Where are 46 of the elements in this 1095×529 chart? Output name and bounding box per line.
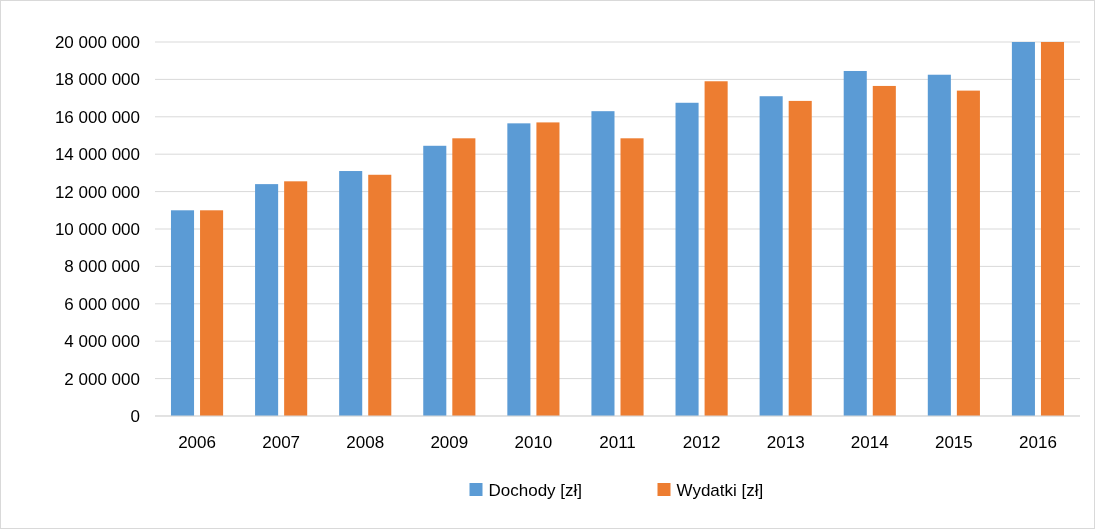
bar bbox=[368, 174, 392, 416]
x-tick-label: 2013 bbox=[766, 433, 805, 452]
y-tick-label: 2 000 000 bbox=[64, 369, 140, 389]
bar bbox=[170, 210, 195, 416]
bar bbox=[620, 138, 644, 416]
x-tick-label: 2008 bbox=[346, 433, 385, 452]
bar bbox=[339, 171, 363, 416]
y-tick-label: 8 000 000 bbox=[64, 257, 140, 277]
bar bbox=[675, 102, 699, 416]
bar bbox=[284, 181, 308, 416]
y-tick-label: 4 000 000 bbox=[64, 332, 140, 352]
bar bbox=[788, 100, 812, 416]
y-tick-label: 16 000 000 bbox=[54, 107, 140, 127]
bar bbox=[536, 122, 560, 416]
bar bbox=[843, 70, 867, 416]
y-tick-label: 0 bbox=[130, 406, 140, 426]
y-tick-label: 14 000 000 bbox=[54, 145, 140, 165]
bar bbox=[759, 96, 783, 416]
x-tick-label: 2009 bbox=[430, 433, 469, 452]
y-tick-label: 6 000 000 bbox=[64, 294, 140, 314]
y-tick-label: 10 000 000 bbox=[54, 219, 140, 239]
y-tick-label: 20 000 000 bbox=[54, 32, 140, 52]
bar bbox=[1011, 42, 1035, 416]
bar bbox=[956, 90, 980, 416]
bar bbox=[452, 138, 476, 416]
bar bbox=[507, 123, 531, 416]
x-tick-label: 2012 bbox=[682, 433, 721, 452]
x-tick-label: 2010 bbox=[514, 433, 553, 452]
legend-label: Wydatki [zł] bbox=[676, 480, 764, 500]
bar bbox=[704, 81, 728, 416]
bar bbox=[927, 74, 951, 416]
y-tick-label: 12 000 000 bbox=[54, 182, 140, 202]
x-tick-label: 2015 bbox=[934, 433, 973, 452]
bar bbox=[200, 210, 224, 416]
x-tick-label: 2016 bbox=[1019, 433, 1057, 452]
x-tick-label: 2007 bbox=[262, 433, 301, 452]
bar bbox=[591, 111, 615, 416]
bar bbox=[1040, 42, 1065, 416]
bar bbox=[872, 85, 896, 416]
x-tick-label: 2006 bbox=[178, 433, 216, 452]
legend-label: Dochody [zł] bbox=[488, 480, 583, 500]
x-tick-label: 2014 bbox=[850, 433, 889, 452]
y-tick-label: 18 000 000 bbox=[54, 70, 140, 90]
bar bbox=[255, 184, 279, 416]
bar bbox=[423, 145, 447, 416]
x-tick-label: 2011 bbox=[599, 433, 636, 452]
